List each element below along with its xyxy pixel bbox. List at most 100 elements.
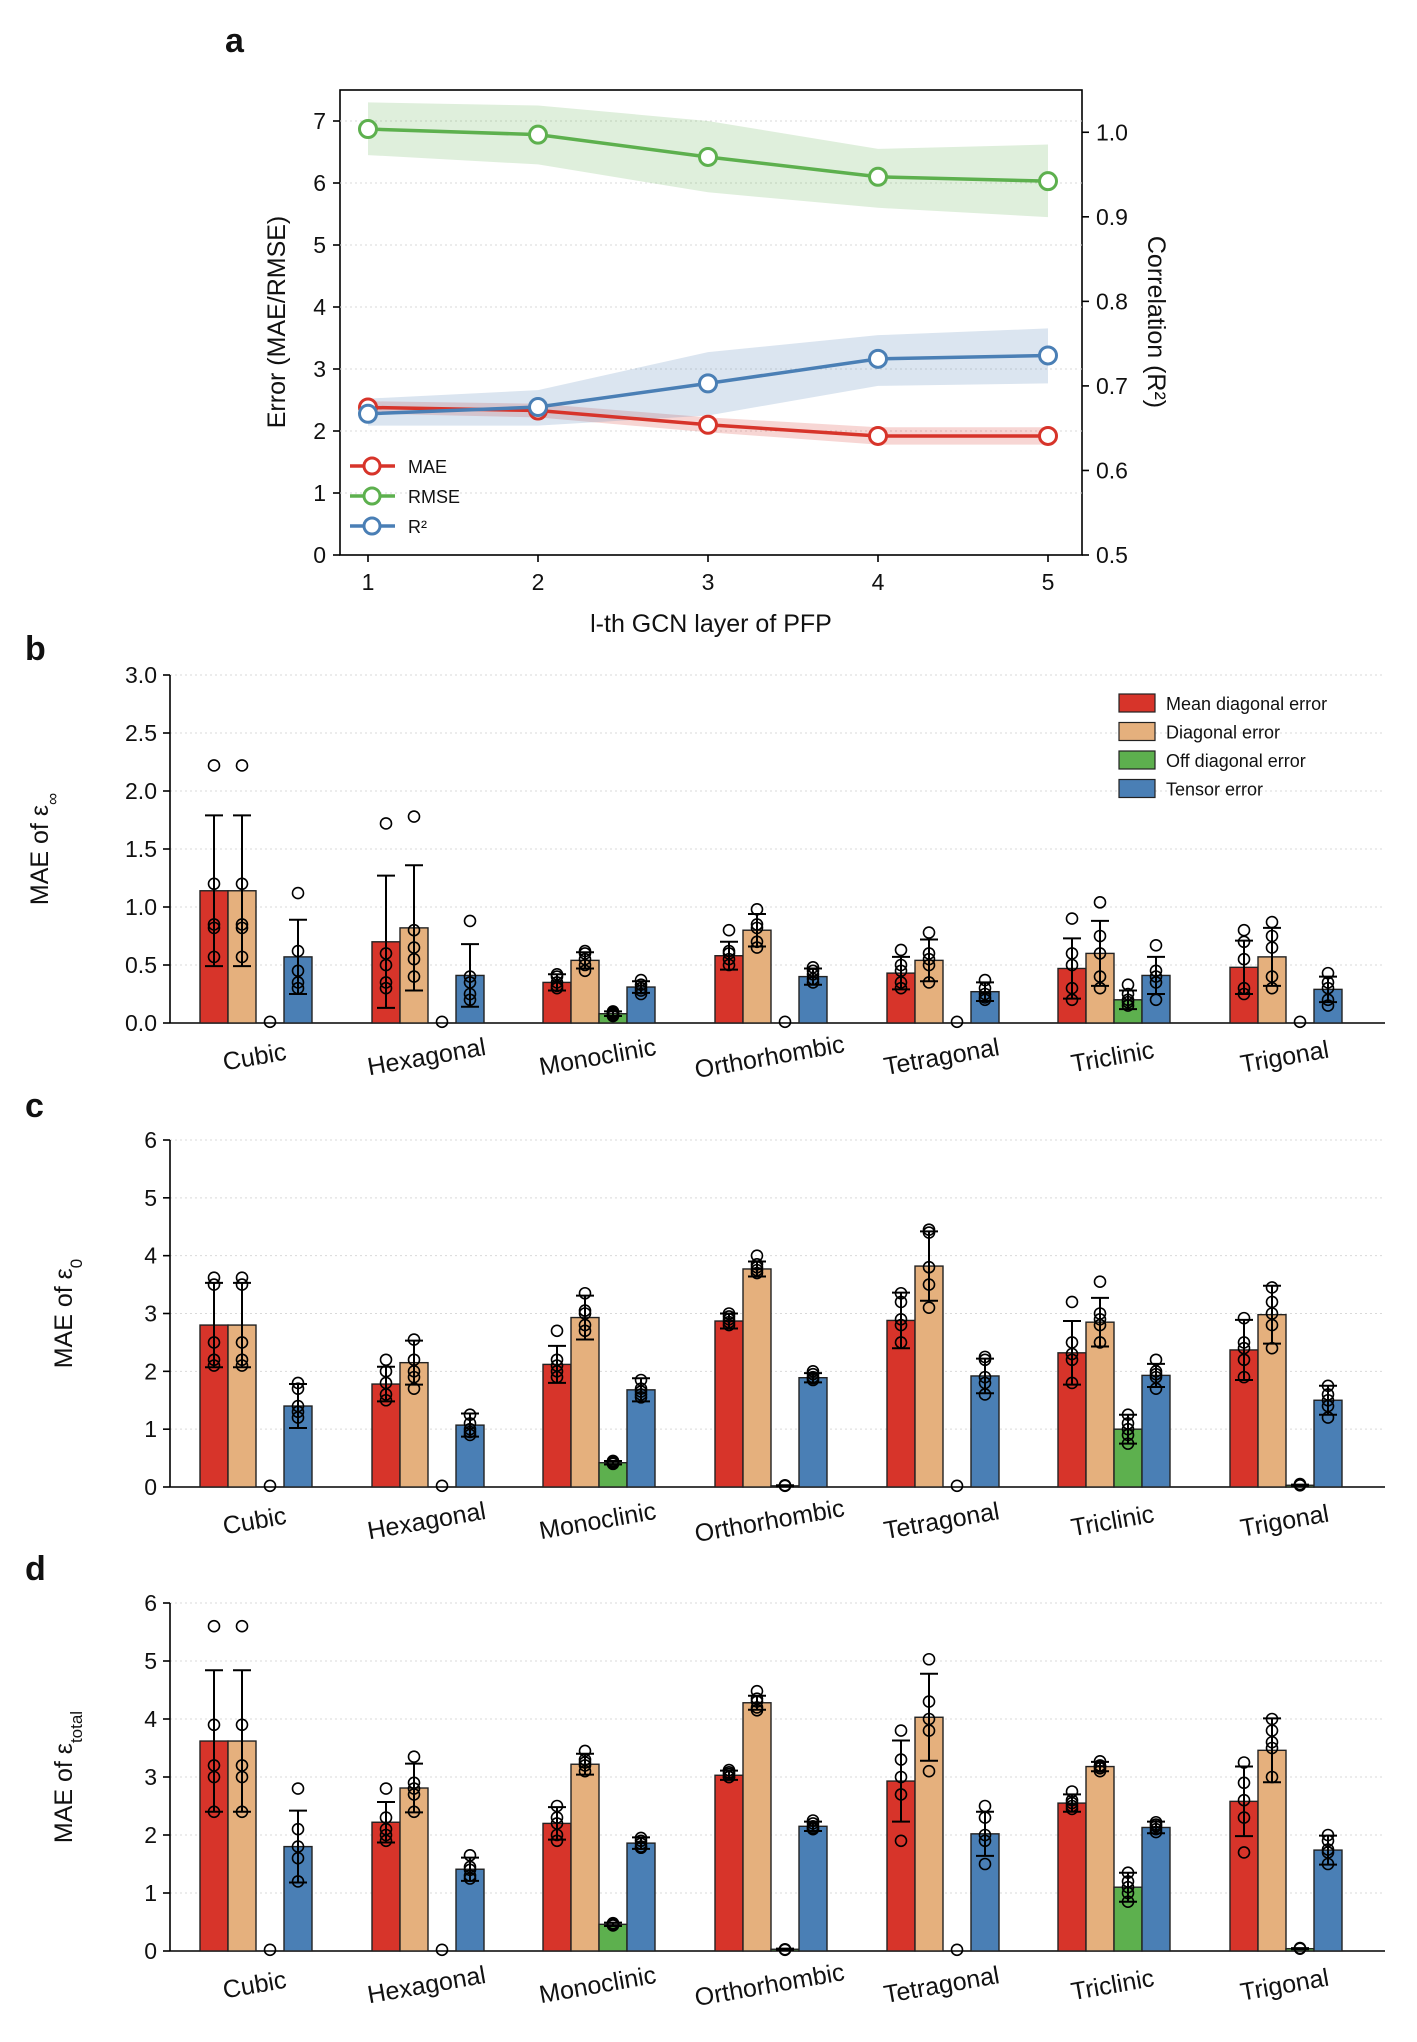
bar-c: [371, 1383, 401, 1488]
tick-label-y: 5: [144, 1648, 157, 1674]
tick-label-left: 7: [313, 108, 326, 134]
series-point-1: [698, 146, 718, 167]
panel-a: a 0 1 2 3 4 5 6 7 0.5 0.6 0.7 0.8 0.9 1.0 1 2 3 4 5 l-th GCN…: [225, 22, 1170, 638]
data-point-d: [806, 1817, 820, 1830]
data-point-b: [750, 918, 764, 931]
panel-c: c 0 1 2 3 4 5 6 MAE of ε0 Cubic Hexagonal Monoclini…: [25, 1087, 1385, 1548]
data-point-b: [1093, 929, 1107, 943]
data-point-c: [263, 1479, 277, 1493]
data-point-b: [291, 976, 305, 989]
bar-d: [742, 1702, 772, 1952]
series-point-1: [1038, 171, 1058, 192]
legend-label-a: RMSE: [408, 487, 460, 507]
data-point-b: [407, 810, 421, 823]
data-point-d: [207, 1805, 221, 1819]
data-point-b: [379, 976, 393, 989]
x-axis-label-a: l-th GCN layer of PFP: [590, 610, 832, 638]
tick-label-x: 1: [362, 569, 375, 595]
data-point-c: [1093, 1312, 1107, 1326]
data-point-d: [1293, 1942, 1307, 1955]
data-point-c: [1237, 1353, 1251, 1367]
data-point-b: [1093, 947, 1107, 960]
legend-swatch-b: [1118, 778, 1156, 799]
series-point-1: [358, 119, 378, 140]
bar-d: [798, 1825, 828, 1952]
data-point-b: [207, 921, 221, 935]
data-point-d: [894, 1770, 908, 1784]
data-point-c: [1093, 1318, 1107, 1332]
data-point-d: [978, 1811, 992, 1824]
data-point-c: [1121, 1437, 1135, 1450]
data-point-c: [634, 1391, 648, 1404]
data-point-b: [379, 958, 393, 972]
data-point-c: [550, 1324, 564, 1338]
data-point-b: [806, 967, 820, 981]
data-point-d: [978, 1799, 992, 1813]
data-point-b: [894, 943, 908, 957]
data-point-b: [407, 952, 421, 966]
tick-label-y: 2.5: [125, 720, 157, 746]
data-point-b: [1237, 935, 1251, 949]
legend-label-b: Mean diagonal error: [1166, 694, 1327, 714]
data-point-c: [722, 1310, 736, 1323]
data-point-d: [922, 1652, 936, 1666]
data-point-c: [894, 1336, 908, 1349]
data-point-c: [235, 1336, 249, 1349]
bar-d: [371, 1821, 401, 1952]
data-point-b: [235, 877, 249, 891]
data-point-b: [578, 947, 592, 960]
tick-label-x: 5: [1042, 569, 1055, 595]
data-point-b: [1237, 981, 1251, 995]
data-point-d: [922, 1764, 936, 1778]
data-point-c: [463, 1422, 477, 1436]
panel-letter-a: a: [225, 22, 245, 60]
data-point-c: [922, 1278, 936, 1291]
data-point-b: [379, 817, 393, 830]
bar-d: [1085, 1765, 1115, 1952]
data-point-b: [263, 1015, 277, 1029]
data-point-b: [950, 1015, 964, 1029]
data-point-b: [235, 918, 249, 931]
data-point-b: [578, 964, 592, 978]
data-point-b: [1321, 976, 1335, 989]
data-point-b: [1237, 952, 1251, 966]
tick-label-y: 3: [144, 1764, 157, 1790]
data-point-b: [235, 759, 249, 772]
data-point-d: [1093, 1755, 1107, 1768]
data-point-d: [235, 1770, 249, 1784]
data-point-b: [1065, 993, 1079, 1007]
data-point-b: [1265, 929, 1279, 943]
legend-label-b: Tensor error: [1166, 780, 1263, 800]
data-point-b: [207, 950, 221, 964]
data-point-b: [978, 987, 992, 1001]
data-point-c: [806, 1367, 820, 1381]
data-point-b: [1321, 999, 1335, 1012]
data-point-c: [1237, 1336, 1251, 1349]
data-point-b: [550, 976, 564, 989]
category-label-c: Triclinic: [1069, 1500, 1156, 1542]
data-point-b: [379, 981, 393, 995]
y-axis-label-right: Correlation (R²): [1142, 236, 1170, 408]
series-point-0: [868, 425, 888, 446]
data-point-c: [778, 1479, 792, 1493]
category-label-b: Hexagonal: [365, 1033, 488, 1081]
data-point-d: [407, 1782, 421, 1795]
data-point-d: [291, 1822, 305, 1836]
data-point-c: [578, 1307, 592, 1320]
data-point-b: [1121, 995, 1135, 1009]
data-point-c: [1321, 1393, 1335, 1407]
data-point-b: [922, 952, 936, 966]
data-point-c: [1293, 1478, 1307, 1492]
data-point-b: [1065, 958, 1079, 972]
data-point-d: [978, 1828, 992, 1842]
category-label-c: Monoclinic: [537, 1497, 658, 1545]
category-label-d: Monoclinic: [537, 1961, 658, 2009]
data-point-b: [291, 886, 305, 900]
data-point-d: [578, 1756, 592, 1769]
data-point-d: [1265, 1735, 1279, 1749]
data-point-d: [1237, 1793, 1251, 1807]
legend-label-a: R²: [408, 517, 427, 537]
data-point-b: [207, 877, 221, 891]
data-point-c: [1093, 1275, 1107, 1288]
legend-label-b: Diagonal error: [1166, 723, 1280, 743]
